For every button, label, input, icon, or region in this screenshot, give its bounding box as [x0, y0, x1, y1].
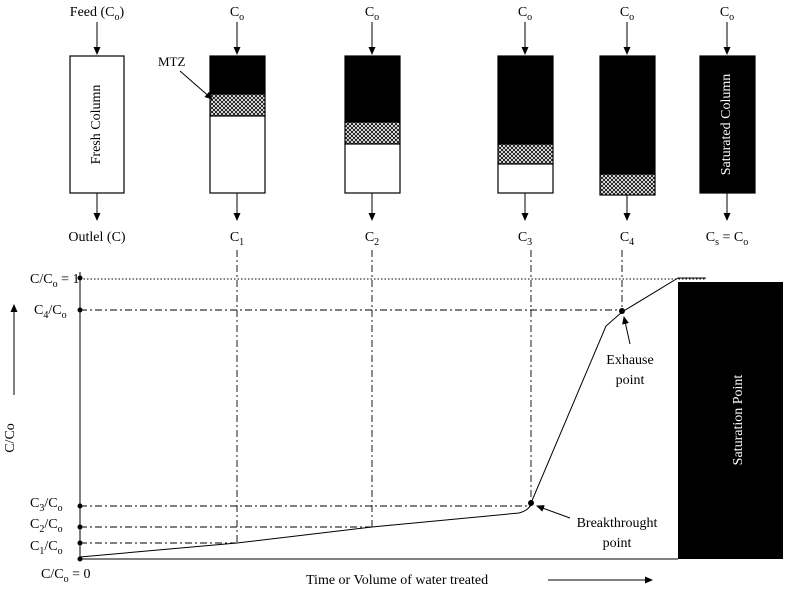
exhaust-label: Exhause	[606, 353, 653, 368]
column-c2-fresh-zone	[344, 143, 401, 194]
level-label-top: C/Co = 1	[30, 272, 79, 290]
column-c3-mtz	[497, 143, 554, 165]
column-c2-mtz	[344, 121, 401, 145]
inlet-label-c1: Co	[230, 5, 244, 23]
breakthrough-pointer	[536, 505, 571, 519]
outlet-label-c1: C1	[230, 230, 244, 248]
breakthrough-label: Breakthrought	[577, 516, 658, 531]
saturation-point-block	[678, 282, 783, 559]
level-dot-top	[77, 275, 83, 281]
column-fresh: Feed (Co) Fresh Column Outlel (C)	[68, 5, 125, 245]
column-c2: Co C2	[344, 5, 401, 248]
level-label-c3: C3/Co	[30, 496, 63, 514]
column-c4: Co C4	[599, 5, 656, 248]
column-c3-fresh-zone	[497, 163, 554, 194]
column-c2-saturated-zone	[344, 55, 401, 123]
y-axis-label: C/Co	[3, 423, 18, 453]
inlet-label-c3: Co	[518, 5, 532, 23]
inlet-label-c2: Co	[365, 5, 379, 23]
saturated-column-label: Saturated Column	[719, 74, 734, 176]
column-saturated: Co Saturated Column Cs = Co	[699, 5, 756, 248]
outlet-label-saturated: Cs = Co	[706, 230, 748, 248]
mtz-label: MTZ	[158, 54, 186, 69]
breakthrough-label-line2: point	[603, 536, 632, 551]
column-c1-saturated-zone	[209, 55, 266, 95]
outlet-label-c3: C3	[518, 230, 532, 248]
column-c4-mtz	[599, 173, 656, 196]
outlet-label-c4: C4	[620, 230, 634, 248]
column-c3: Co C3	[497, 5, 554, 248]
x-axis-label: Time or Volume of water treated	[306, 573, 488, 588]
inlet-label-fresh: Feed (Co)	[70, 5, 125, 23]
breakthrough-curve	[79, 277, 706, 558]
exhaust-point-dot	[619, 308, 625, 314]
exhaust-pointer	[622, 316, 631, 345]
level-dot-zero	[77, 556, 83, 562]
level-label-c4: C4/Co	[34, 303, 67, 321]
column-c4-saturated-zone	[599, 55, 656, 175]
exhaust-label-line2: point	[616, 373, 645, 388]
outlet-label-c2: C2	[365, 230, 379, 248]
inlet-label-saturated: Co	[720, 5, 734, 23]
column-c1-mtz	[209, 93, 266, 117]
mtz-pointer	[179, 70, 213, 100]
fresh-column-label: Fresh Column	[89, 85, 104, 165]
level-label-zero: C/Co = 0	[41, 567, 90, 585]
breakthrough-point-dot	[528, 500, 534, 506]
column-c1-fresh-zone	[209, 115, 266, 194]
column-c3-saturated-zone	[497, 55, 554, 145]
saturated-column-body	[699, 55, 756, 194]
saturation-point-label: Saturation Point	[731, 375, 746, 466]
outlet-label-fresh: Outlel (C)	[68, 230, 125, 245]
level-label-c2: C2/Co	[30, 517, 63, 535]
column-c1: Co C1	[209, 5, 266, 248]
inlet-label-c4: Co	[620, 5, 634, 23]
level-label-c1: C1/Co	[30, 539, 63, 557]
